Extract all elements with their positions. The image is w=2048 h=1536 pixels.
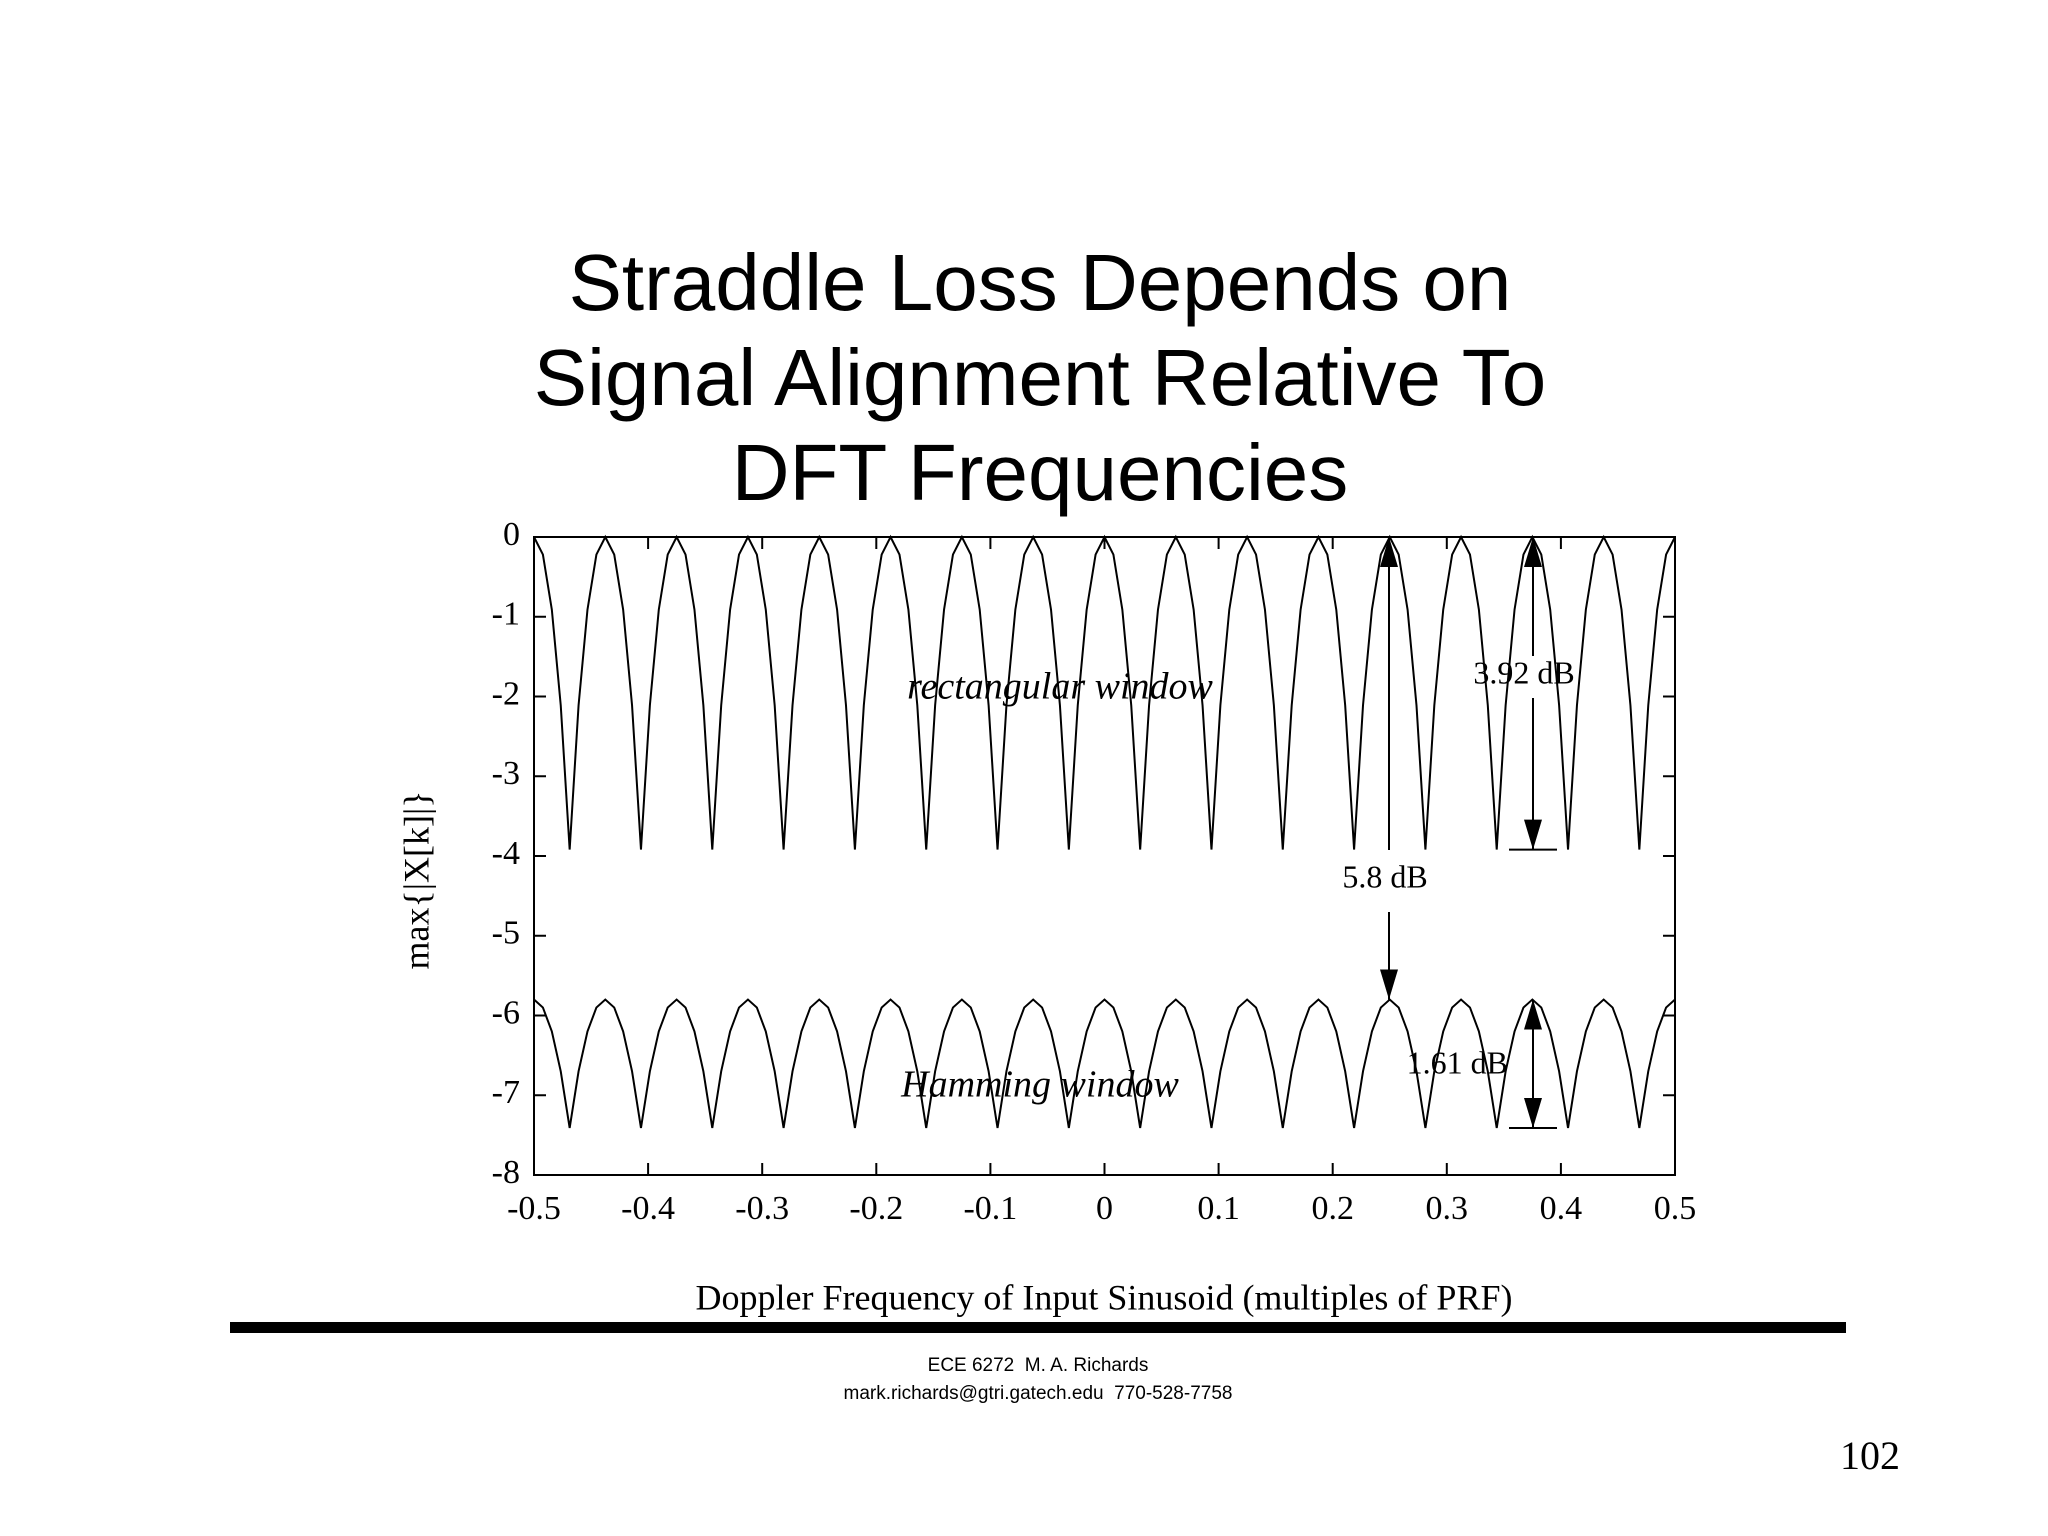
annotation: Hamming window: [900, 1064, 1179, 1106]
x-axis-label: Doppler Frequency of Input Sinusoid (mul…: [696, 1277, 1513, 1317]
arrow-head: [1524, 1097, 1542, 1128]
x-tick-label: 0.4: [1540, 1190, 1583, 1227]
y-axis-label: max{|X[k]|}: [396, 791, 436, 970]
x-tick-label: -0.4: [621, 1190, 675, 1227]
x-tick-label: -0.3: [735, 1190, 789, 1227]
y-tick-label: -3: [492, 755, 520, 792]
x-tick-label: -0.5: [507, 1190, 561, 1227]
y-tick-label: -4: [492, 835, 520, 872]
y-tick-label: -2: [492, 675, 520, 712]
title-line: Signal Alignment Relative To: [534, 333, 1546, 422]
y-tick-label: -7: [492, 1074, 520, 1111]
annotation: 3.92 dB: [1473, 654, 1574, 690]
x-tick-label: 0: [1096, 1190, 1113, 1227]
y-tick-label: 0: [503, 516, 520, 553]
series-line: [533, 998, 1676, 1129]
x-tick-label: -0.1: [963, 1190, 1017, 1227]
arrow-head: [1380, 969, 1398, 1000]
annotation: 5.8 dB: [1342, 858, 1427, 894]
footer-contact: mark.richards@gtri.gatech.edu 770-528-77…: [844, 1383, 1233, 1404]
y-tick-label: -1: [492, 596, 520, 633]
divider: [230, 1322, 1846, 1333]
y-tick-label: -6: [492, 994, 520, 1031]
arrow-head: [1380, 537, 1398, 567]
title-line: Straddle Loss Depends on: [569, 238, 1512, 327]
title-line: DFT Frequencies: [732, 428, 1349, 517]
annotation: 1.61 dB: [1407, 1044, 1508, 1080]
y-tick-label: -5: [492, 915, 520, 952]
arrow-head: [1524, 819, 1542, 850]
x-tick-label: 0.2: [1311, 1190, 1354, 1227]
arrow-head: [1524, 537, 1542, 567]
x-tick-label: 0.1: [1197, 1190, 1240, 1227]
page-number: 102: [1840, 1433, 1900, 1478]
x-tick-label: 0.3: [1426, 1190, 1469, 1227]
footer-course: ECE 6272 M. A. Richards: [928, 1355, 1149, 1376]
x-tick-label: 0.5: [1654, 1190, 1697, 1227]
y-tick-label: -8: [492, 1154, 520, 1191]
arrow-head: [1524, 999, 1542, 1030]
series-line: [533, 534, 1676, 850]
annotation: rectangular window: [907, 666, 1213, 708]
x-tick-label: -0.2: [849, 1190, 903, 1227]
